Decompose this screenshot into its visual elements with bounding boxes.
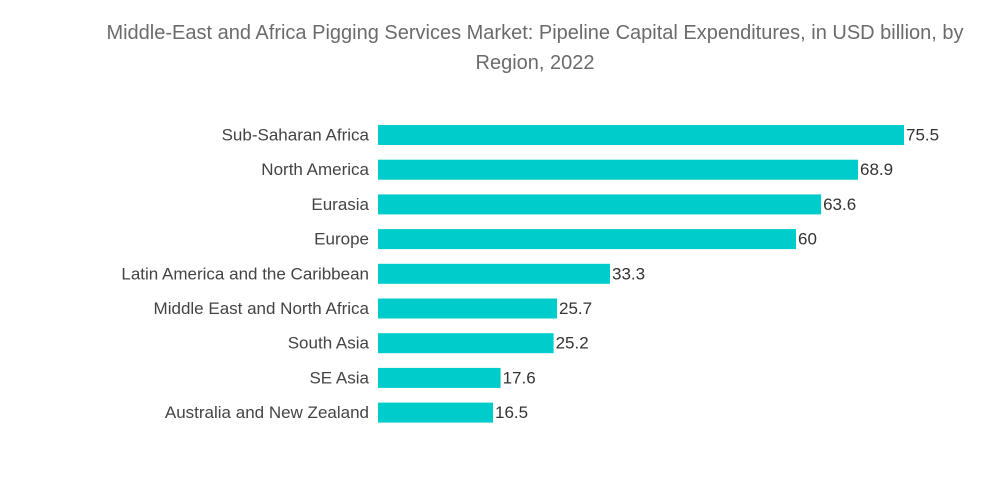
bar xyxy=(378,194,822,215)
value-label: 17.6 xyxy=(503,368,536,387)
category-labels: Sub-Saharan Africa North America Eurasia Eu… xyxy=(121,126,369,423)
category-label: Australia and New Zealand xyxy=(165,403,369,422)
bar xyxy=(378,263,610,284)
value-label: 25.2 xyxy=(556,334,589,353)
category-label: Latin America and the Caribbean xyxy=(121,264,369,283)
category-label: Middle East and North Africa xyxy=(154,299,370,318)
value-label: 63.6 xyxy=(823,195,856,214)
value-labels: 75.5 68.963.6 60 33.3 25.7 25.2 17.6 16.5 xyxy=(495,126,939,423)
category-label: South Asia xyxy=(288,334,370,353)
value-label: 25.7 xyxy=(559,299,592,318)
bar xyxy=(378,159,858,180)
category-label: North America xyxy=(261,160,369,179)
chart-title: Middle-East and Africa Pigging Services … xyxy=(106,22,964,74)
bar xyxy=(378,402,493,423)
bar xyxy=(378,298,557,319)
category-label: SE Asia xyxy=(309,368,369,387)
category-label: Eurasia xyxy=(311,195,369,214)
bar xyxy=(378,125,904,145)
value-label: 68.9 xyxy=(860,160,893,179)
bar xyxy=(378,367,501,388)
value-label: 33.3 xyxy=(612,264,645,283)
value-label: 16.5 xyxy=(495,403,528,422)
bar xyxy=(378,229,796,250)
category-label: Europe xyxy=(314,230,369,249)
bars-layer xyxy=(378,125,904,423)
category-label: Sub-Saharan Africa xyxy=(222,126,370,145)
value-label: 75.5 xyxy=(906,126,939,145)
bar xyxy=(378,333,554,354)
value-label: 60 xyxy=(798,230,817,249)
